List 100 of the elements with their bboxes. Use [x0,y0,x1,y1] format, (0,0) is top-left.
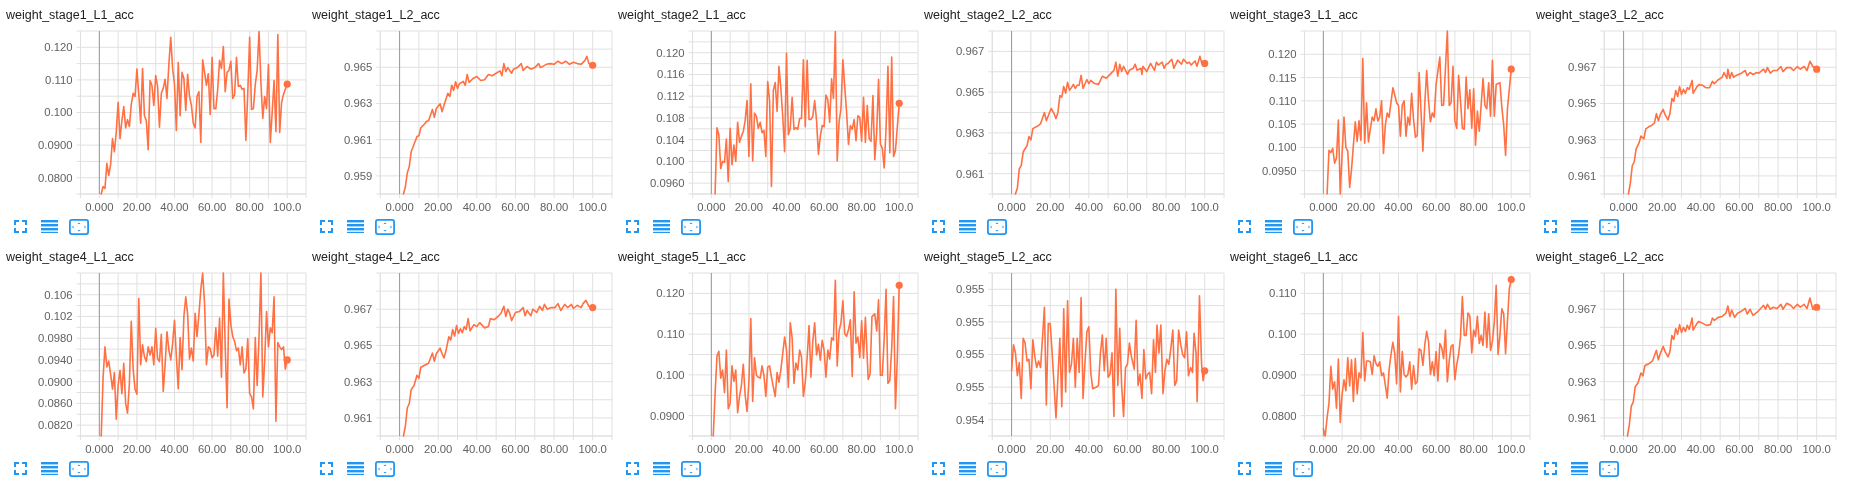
chart-title: weight_stage4_L1_acc [5,250,134,264]
x-tick-label: 100.0 [1497,443,1526,455]
line-series [100,30,289,195]
x-tick-label: 100.0 [1190,443,1219,455]
x-tick-label: 40.00 [160,201,189,213]
y-tick-label: 0.0960 [649,177,685,190]
x-tick-label: 20.00 [1036,201,1065,213]
x-tick-label: 20.00 [424,443,453,455]
y-tick-label: 0.105 [1268,118,1297,131]
chart-title: weight_stage2_L1_acc [617,8,746,22]
x-tick-label: 60.00 [501,443,530,455]
y-tick-label: 0.963 [1567,133,1597,146]
x-tick-label: 0.000 [385,201,414,213]
y-tick-label: 0.965 [1567,339,1597,352]
line-series [712,279,901,437]
x-tick-label: 80.00 [539,201,569,213]
y-tick-label: 0.965 [955,86,985,99]
y-tick-label: 0.110 [45,73,73,86]
x-tick-label: 20.00 [1648,201,1677,213]
chart-title: weight_stage4_L2_acc [311,250,440,264]
y-tick-label: 0.967 [1567,303,1597,316]
x-tick-label: 80.00 [1459,201,1488,213]
x-tick-label: 20.00 [1346,201,1376,213]
x-tick-label: 60.00 [197,443,227,455]
y-tick-label: 0.955 [955,348,985,361]
y-tick-label: 0.104 [656,133,685,146]
x-tick-label: 60.00 [1725,201,1754,213]
x-tick-label: 80.00 [1763,443,1793,455]
x-tick-label: 40.00 [462,443,491,455]
y-tick-label: 0.0950 [1261,164,1297,177]
chart-title: weight_stage6_L1_acc [1229,250,1358,264]
y-tick-label: 0.961 [343,411,373,424]
x-tick-label: 0.000 [697,201,726,213]
x-tick-label: 100.0 [885,201,914,213]
x-tick-label: 20.00 [122,443,152,455]
y-tick-label: 0.965 [1567,97,1597,110]
x-tick-label: 60.00 [809,201,839,213]
x-tick-label: 80.00 [1151,443,1181,455]
x-tick-label: 20.00 [1346,443,1376,455]
y-tick-label: 0.116 [657,68,685,81]
x-tick-label: 0.000 [1309,443,1338,455]
y-tick-label: 0.100 [656,368,685,381]
y-tick-label: 0.0820 [37,419,73,432]
x-tick-label: 0.000 [1609,443,1638,455]
x-tick-label: 100.0 [578,443,607,455]
y-tick-label: 0.110 [657,328,685,341]
y-tick-label: 0.106 [44,288,73,301]
x-tick-label: 0.000 [385,443,414,455]
x-tick-label: 100.0 [885,443,914,455]
chart-title: weight_stage3_L2_acc [1535,8,1664,22]
x-tick-label: 100.0 [1497,201,1526,213]
x-tick-label: 40.00 [1074,443,1103,455]
y-tick-label: 0.0900 [37,139,73,152]
chart-title: weight_stage2_L2_acc [923,8,1052,22]
y-tick-label: 0.0900 [37,375,73,388]
x-tick-label: 0.000 [85,201,114,213]
y-tick-label: 0.120 [656,46,685,59]
x-tick-label: 80.00 [1763,201,1793,213]
x-tick-label: 40.00 [462,201,491,213]
y-tick-label: 0.963 [343,375,373,388]
y-tick-label: 0.108 [656,111,685,124]
x-tick-label: 40.00 [1686,443,1715,455]
x-tick-label: 80.00 [1151,201,1181,213]
line-series [714,30,901,195]
y-tick-label: 0.955 [955,315,985,328]
y-tick-label: 0.965 [343,339,373,352]
y-tick-label: 0.0980 [37,332,73,345]
x-tick-label: 60.00 [1725,443,1754,455]
y-tick-label: 0.120 [1268,48,1297,61]
chart-title: weight_stage3_L1_acc [1229,8,1358,22]
x-tick-label: 0.000 [997,201,1026,213]
x-tick-label: 20.00 [1648,443,1677,455]
y-tick-label: 0.967 [955,45,985,58]
x-tick-label: 100.0 [1802,201,1831,213]
x-tick-label: 20.00 [1036,443,1065,455]
chart-title: weight_stage1_L2_acc [311,8,440,22]
y-tick-label: 0.959 [343,169,373,182]
x-tick-label: 40.00 [772,443,801,455]
chart-title: weight_stage5_L1_acc [617,250,746,264]
y-tick-label: 0.120 [656,287,685,300]
y-tick-label: 0.963 [343,97,373,110]
x-tick-label: 100.0 [273,443,302,455]
y-tick-label: 0.112 [657,90,685,103]
x-tick-label: 100.0 [578,201,607,213]
x-tick-label: 100.0 [273,201,302,213]
y-tick-label: 0.0900 [1261,368,1297,381]
chart-title: weight_stage5_L2_acc [923,250,1052,264]
y-tick-label: 0.961 [955,167,985,180]
y-tick-label: 0.961 [1567,411,1597,424]
line-series [1326,30,1513,195]
y-tick-label: 0.110 [1269,287,1297,300]
y-tick-label: 0.0940 [37,353,73,366]
chart-title: weight_stage6_L2_acc [1535,250,1664,264]
x-tick-label: 40.00 [1686,201,1715,213]
x-tick-label: 40.00 [1384,443,1413,455]
x-tick-label: 20.00 [734,443,764,455]
y-tick-label: 0.100 [656,155,685,168]
x-tick-label: 0.000 [697,443,726,455]
y-tick-label: 0.115 [1269,71,1297,84]
x-tick-label: 0.000 [1609,201,1638,213]
